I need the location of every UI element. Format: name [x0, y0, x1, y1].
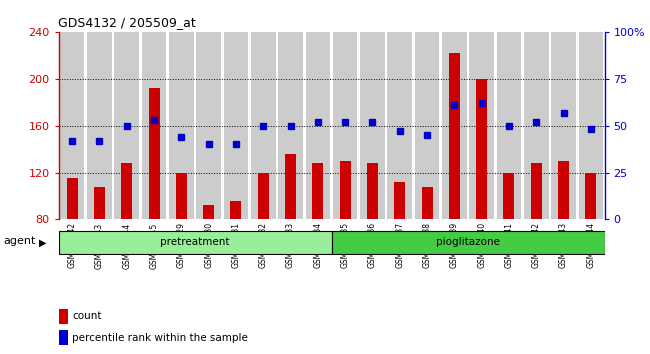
Bar	[449, 53, 460, 219]
Bar	[278, 32, 303, 219]
Bar	[251, 32, 276, 219]
Bar	[313, 163, 323, 219]
Bar	[395, 182, 405, 219]
Bar	[497, 32, 521, 219]
Bar	[196, 32, 221, 219]
Text: count: count	[72, 311, 101, 321]
Bar	[551, 32, 576, 219]
Bar	[142, 32, 166, 219]
Bar	[231, 201, 241, 219]
Bar	[422, 187, 432, 219]
Text: pretreatment: pretreatment	[161, 237, 229, 247]
Bar	[340, 161, 350, 219]
Bar	[122, 163, 132, 219]
Bar	[58, 309, 68, 324]
Bar	[224, 32, 248, 219]
Bar	[285, 154, 296, 219]
Bar	[176, 172, 187, 219]
Bar	[258, 172, 268, 219]
Bar	[524, 32, 549, 219]
Bar	[333, 32, 358, 219]
Bar	[469, 32, 494, 219]
Bar	[58, 232, 332, 253]
Text: GDS4132 / 205509_at: GDS4132 / 205509_at	[58, 16, 196, 29]
Bar	[94, 187, 105, 219]
Bar	[558, 161, 569, 219]
Bar	[60, 32, 84, 219]
Bar	[415, 32, 439, 219]
Bar	[586, 172, 596, 219]
Bar	[149, 88, 159, 219]
Bar	[442, 32, 467, 219]
Bar	[360, 32, 385, 219]
Bar	[578, 32, 603, 219]
Bar	[87, 32, 112, 219]
Bar	[367, 163, 378, 219]
Bar	[67, 178, 77, 219]
Bar	[531, 163, 541, 219]
Text: percentile rank within the sample: percentile rank within the sample	[72, 332, 248, 343]
Bar	[58, 330, 68, 345]
Bar	[476, 79, 487, 219]
Text: agent: agent	[3, 236, 36, 246]
Text: ▶: ▶	[38, 238, 46, 247]
Bar	[203, 205, 214, 219]
Bar	[306, 32, 330, 219]
Bar	[332, 232, 604, 253]
Bar	[504, 172, 514, 219]
Bar	[169, 32, 194, 219]
Bar	[114, 32, 139, 219]
Text: pioglitazone: pioglitazone	[436, 237, 500, 247]
Bar	[387, 32, 412, 219]
